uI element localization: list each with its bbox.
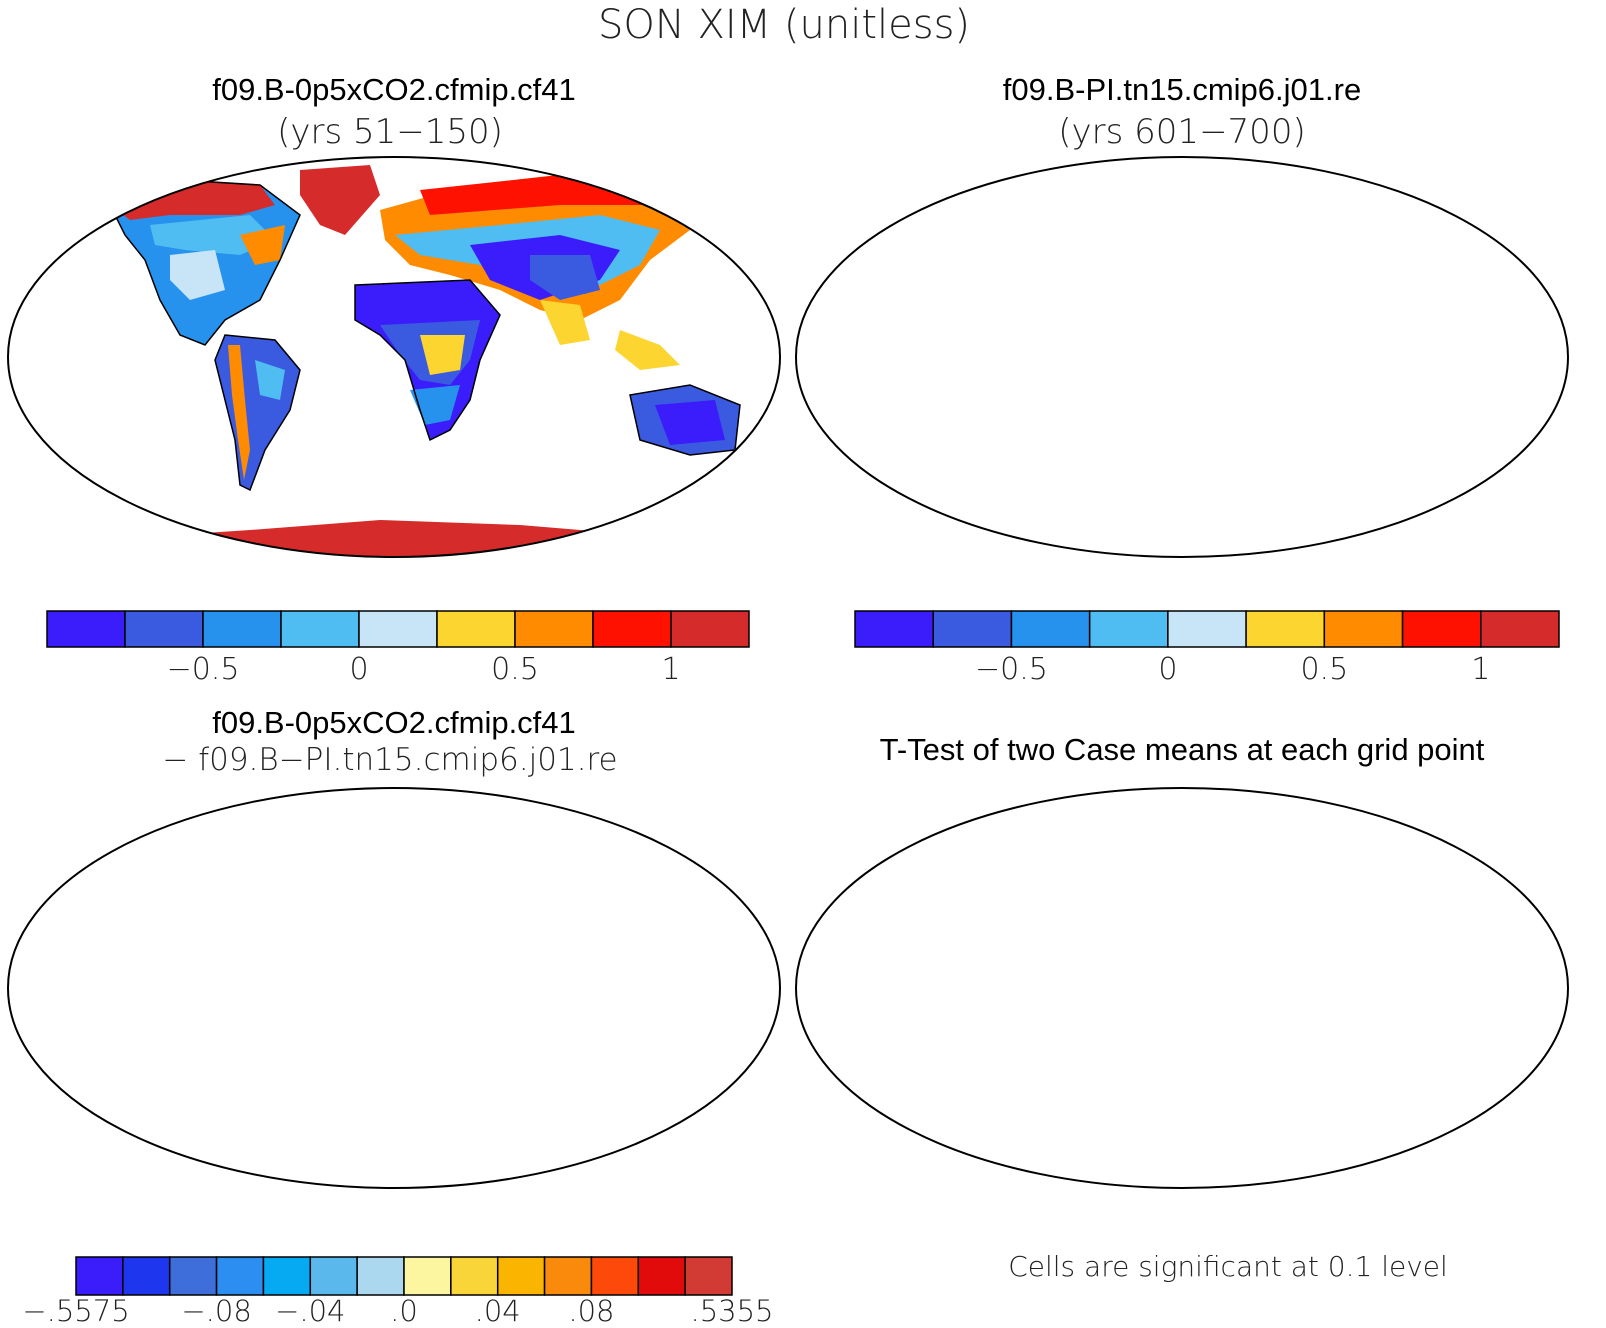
case2-map-border <box>795 156 1569 558</box>
case2-panel-title: f09.B-PI.tn15.cmip6.j01.re <box>1002 72 1362 107</box>
colorbar-tick-label: −0.5 <box>975 652 1048 687</box>
colorbar-tick-label: −.08 <box>181 1294 252 1328</box>
colorbar-swatch <box>1167 610 1247 648</box>
colorbar-swatch <box>168 1256 218 1296</box>
colorbar-swatch <box>356 1256 405 1296</box>
colorbar-swatch <box>75 1256 124 1296</box>
colorbar-swatch <box>403 1256 452 1296</box>
colorbar-tick-label: .0 <box>390 1294 418 1328</box>
diff-map <box>0 781 800 1201</box>
colorbar-swatch <box>1480 610 1560 648</box>
colorbar-swatch <box>590 1256 640 1296</box>
colorbar-swatch <box>202 610 282 648</box>
colorbar-swatch <box>1401 610 1482 648</box>
colorbar-swatch <box>592 610 672 648</box>
colorbar-tick-label: .04 <box>474 1294 521 1328</box>
colorbar-swatch <box>124 610 204 648</box>
colorbar-swatch <box>1323 610 1404 648</box>
case1-map <box>8 157 780 557</box>
colorbar-tick-label: 1 <box>1471 652 1491 687</box>
colorbar-tick-label: −.04 <box>275 1294 346 1328</box>
colorbar-swatch <box>46 610 126 648</box>
case1-panel-subtitle: (yrs 51−150) <box>277 112 503 152</box>
colorbar-swatch <box>854 610 934 648</box>
colorbar-tick-label: .5355 <box>690 1294 774 1328</box>
figure-main-title: SON XIM (unitless) <box>597 2 971 48</box>
case1-map-border <box>7 156 781 558</box>
case1-colorbar <box>46 610 750 648</box>
colorbar-tick-label: .08 <box>568 1294 615 1328</box>
colorbar-swatch <box>932 610 1013 648</box>
colorbar-tick-label: 0.5 <box>1300 652 1349 687</box>
greenland-region <box>300 165 380 235</box>
colorbar-swatch <box>436 610 516 648</box>
colorbar-swatch <box>358 610 438 648</box>
colorbar-tick-label: 0.5 <box>491 652 539 687</box>
colorbar-swatch <box>514 610 594 648</box>
colorbar-swatch <box>543 1256 593 1296</box>
case2-map <box>1584 157 1588 557</box>
colorbar-tick-label: −.5575 <box>22 1294 130 1328</box>
colorbar-tick-label: 0 <box>1158 652 1178 687</box>
colorbar-tick-label: −0.5 <box>166 652 240 687</box>
antarctica-region <box>100 520 700 557</box>
ttest-map <box>788 781 1588 1201</box>
colorbar-swatch <box>215 1256 265 1296</box>
diff-colorbar <box>75 1256 733 1296</box>
ttest-map-border <box>795 787 1569 1189</box>
diff-panel-title: f09.B-0p5xCO2.cfmip.cf41 <box>212 705 576 740</box>
diff-map-border <box>7 787 781 1189</box>
case1-panel-title: f09.B-0p5xCO2.cfmip.cf41 <box>212 72 576 107</box>
colorbar-swatch <box>309 1256 358 1296</box>
colorbar-swatch <box>262 1256 312 1296</box>
ttest-footnote: Cells are significant at 0.1 level <box>1008 1250 1448 1283</box>
diff-panel-subtitle: − f09.B−PI.tn15.cmip6.j01.re <box>162 742 618 778</box>
case2-panel-subtitle: (yrs 601−700) <box>1058 112 1306 152</box>
colorbar-swatch <box>684 1256 733 1296</box>
colorbar-swatch <box>1088 610 1169 648</box>
colorbar-swatch <box>122 1256 171 1296</box>
colorbar-swatch <box>450 1256 499 1296</box>
colorbar-swatch <box>496 1256 546 1296</box>
case2-colorbar <box>854 610 1560 648</box>
colorbar-swatch <box>1245 610 1326 648</box>
colorbar-swatch <box>280 610 360 648</box>
colorbar-swatch <box>1010 610 1091 648</box>
colorbar-tick-label: 0 <box>349 652 369 687</box>
colorbar-swatch <box>637 1256 686 1296</box>
colorbar-tick-label: 1 <box>661 652 681 687</box>
colorbar-swatch <box>670 610 750 648</box>
ttest-panel-title: T-Test of two Case means at each grid po… <box>879 732 1485 767</box>
